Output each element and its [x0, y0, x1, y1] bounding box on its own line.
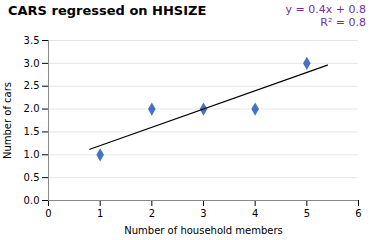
svg-text:0.5: 0.5 [24, 172, 40, 183]
svg-text:5: 5 [304, 208, 310, 219]
html-text:CARS regressed on HHSIZE: CARS regressed on HHSIZE [8, 3, 207, 18]
svg-text:3: 3 [200, 208, 206, 219]
svg-text:Number of household members: Number of household members [124, 225, 283, 236]
svg-text:1.5: 1.5 [24, 126, 40, 137]
html-text:R² = 0.8: R² = 0.8 [320, 16, 366, 29]
svg-text:1: 1 [97, 208, 103, 219]
svg-text:Number of cars: Number of cars [2, 82, 13, 159]
svg-text:2.0: 2.0 [24, 103, 40, 114]
svg-text:2.5: 2.5 [24, 80, 40, 91]
svg-text:2: 2 [149, 208, 155, 219]
svg-text:6: 6 [355, 208, 361, 219]
svg-text:0.0: 0.0 [24, 195, 40, 206]
html-text:y = 0.4x + 0.8: y = 0.4x + 0.8 [285, 3, 366, 16]
svg-text:4: 4 [252, 208, 258, 219]
svg-text:3.5: 3.5 [24, 35, 40, 46]
svg-text:0: 0 [45, 208, 51, 219]
svg-text:3.0: 3.0 [24, 58, 40, 69]
svg-text:1.0: 1.0 [24, 149, 40, 160]
